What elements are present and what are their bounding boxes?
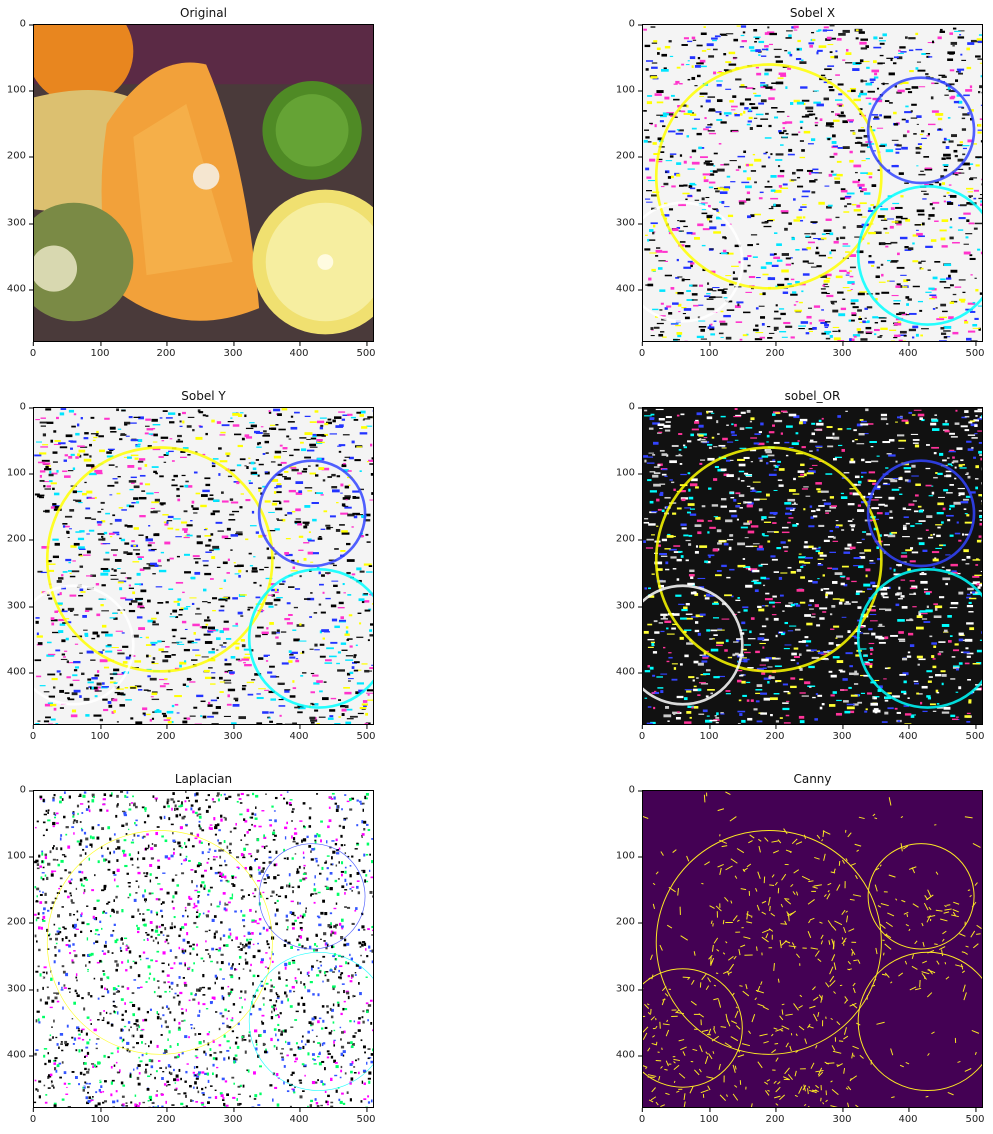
subplot-title: Laplacian (174, 772, 233, 786)
y-tick-label: 400 (615, 283, 643, 295)
y-tick-label: 0 (628, 401, 643, 413)
x-tick-label: 500 (356, 342, 376, 359)
y-tick-label: 0 (19, 401, 34, 413)
subplot-title: Sobel Y (181, 389, 226, 403)
x-tick-label: 400 (289, 725, 309, 742)
y-tick-label: 200 (6, 150, 34, 162)
subplot-original: Original 0 100 200 30 (7, 6, 376, 359)
y-tick-label: 300 (615, 983, 643, 995)
x-tick-label: 300 (223, 1108, 243, 1125)
y-tick-label: 100 (615, 467, 643, 479)
x-tick-label: 500 (965, 342, 985, 359)
y-tick-label: 0 (19, 784, 34, 796)
y-tick-label: 200 (6, 916, 34, 928)
y-tick-label: 100 (615, 84, 643, 96)
x-tick-label: 500 (356, 1108, 376, 1125)
x-tick-label: 0 (29, 725, 37, 742)
image-original (33, 24, 374, 342)
subplot-sobel-x: Sobel X 0 100 200 300 400 0 100 200 300 … (616, 6, 985, 359)
y-tick-label: 200 (6, 533, 34, 545)
y-tick-label: 100 (6, 467, 34, 479)
x-tick-label: 100 (699, 725, 719, 742)
x-tick-label: 400 (289, 1108, 309, 1125)
x-tick-label: 400 (898, 725, 918, 742)
y-tick-label: 100 (6, 850, 34, 862)
y-tick-label: 200 (615, 916, 643, 928)
x-tick-label: 200 (765, 725, 785, 742)
subplot-sobel-or: sobel_OR 0 100 200 300 400 0 100 200 300… (616, 389, 985, 742)
x-tick-label: 400 (289, 342, 309, 359)
subplot-title: sobel_OR (784, 389, 841, 403)
x-tick-label: 500 (965, 725, 985, 742)
y-tick-label: 100 (615, 850, 643, 862)
subplot-title: Canny (793, 772, 832, 786)
y-tick-label: 400 (615, 666, 643, 678)
x-tick-label: 0 (29, 1108, 37, 1125)
x-tick-label: 0 (638, 342, 646, 359)
x-tick-label: 0 (638, 725, 646, 742)
x-tick-label: 100 (90, 725, 110, 742)
subplot-sobel-y: Sobel Y 0 100 200 300 400 0 100 200 300 … (7, 389, 376, 742)
subplot-title: Original (180, 6, 227, 20)
x-tick-label: 500 (965, 1108, 985, 1125)
y-tick-label: 300 (615, 217, 643, 229)
x-tick-label: 400 (898, 1108, 918, 1125)
image-laplacian (33, 790, 374, 1108)
x-tick-label: 300 (223, 725, 243, 742)
y-tick-label: 400 (6, 1049, 34, 1061)
y-tick-label: 100 (6, 84, 34, 96)
subplot-canny: Canny 0 100 200 300 400 0 100 200 300 40… (616, 772, 985, 1125)
y-tick-label: 200 (615, 150, 643, 162)
y-tick-label: 0 (628, 784, 643, 796)
image-sobel-x (642, 24, 983, 342)
subplot-title: Sobel X (789, 6, 836, 20)
y-tick-label: 300 (615, 600, 643, 612)
x-tick-label: 100 (699, 342, 719, 359)
x-tick-label: 200 (765, 1108, 785, 1125)
y-tick-label: 300 (6, 600, 34, 612)
subplot-laplacian: Laplacian 0 100 200 300 400 0 100 200 30… (7, 772, 376, 1125)
x-tick-label: 500 (356, 725, 376, 742)
y-tick-label: 0 (628, 18, 643, 30)
y-tick-label: 400 (615, 1049, 643, 1061)
x-tick-label: 300 (832, 342, 852, 359)
y-tick-label: 300 (6, 983, 34, 995)
x-tick-label: 100 (699, 1108, 719, 1125)
x-tick-label: 200 (156, 725, 176, 742)
x-tick-label: 300 (223, 342, 243, 359)
y-tick-label: 200 (615, 533, 643, 545)
x-tick-label: 100 (90, 1108, 110, 1125)
x-tick-label: 0 (29, 342, 37, 359)
x-tick-label: 300 (832, 1108, 852, 1125)
image-sobel-or (642, 407, 983, 725)
x-tick-label: 200 (765, 342, 785, 359)
x-tick-label: 100 (90, 342, 110, 359)
x-tick-label: 0 (638, 1108, 646, 1125)
y-tick-label: 300 (6, 217, 34, 229)
image-canny (642, 790, 983, 1108)
image-sobel-y (33, 407, 374, 725)
y-tick-label: 0 (19, 18, 34, 30)
y-tick-label: 400 (6, 283, 34, 295)
x-tick-label: 300 (832, 725, 852, 742)
x-tick-label: 400 (898, 342, 918, 359)
y-tick-label: 400 (6, 666, 34, 678)
x-tick-label: 200 (156, 1108, 176, 1125)
x-tick-label: 200 (156, 342, 176, 359)
